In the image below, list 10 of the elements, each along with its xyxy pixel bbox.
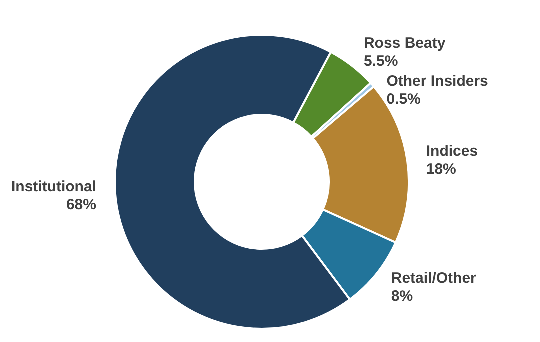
data-label: 18% <box>426 160 456 178</box>
slice-label: Other Insiders <box>386 73 488 90</box>
slice-label: Retail/Other <box>391 270 477 288</box>
slice-label: Indices <box>426 142 478 160</box>
data-label: 5.5% <box>364 53 398 70</box>
slice-label: Institutional <box>11 178 96 196</box>
data-label: 68% <box>66 196 96 214</box>
slice-label: Ross Beaty <box>364 35 446 52</box>
data-label: 8% <box>391 288 414 306</box>
data-label: 0.5% <box>386 91 421 108</box>
